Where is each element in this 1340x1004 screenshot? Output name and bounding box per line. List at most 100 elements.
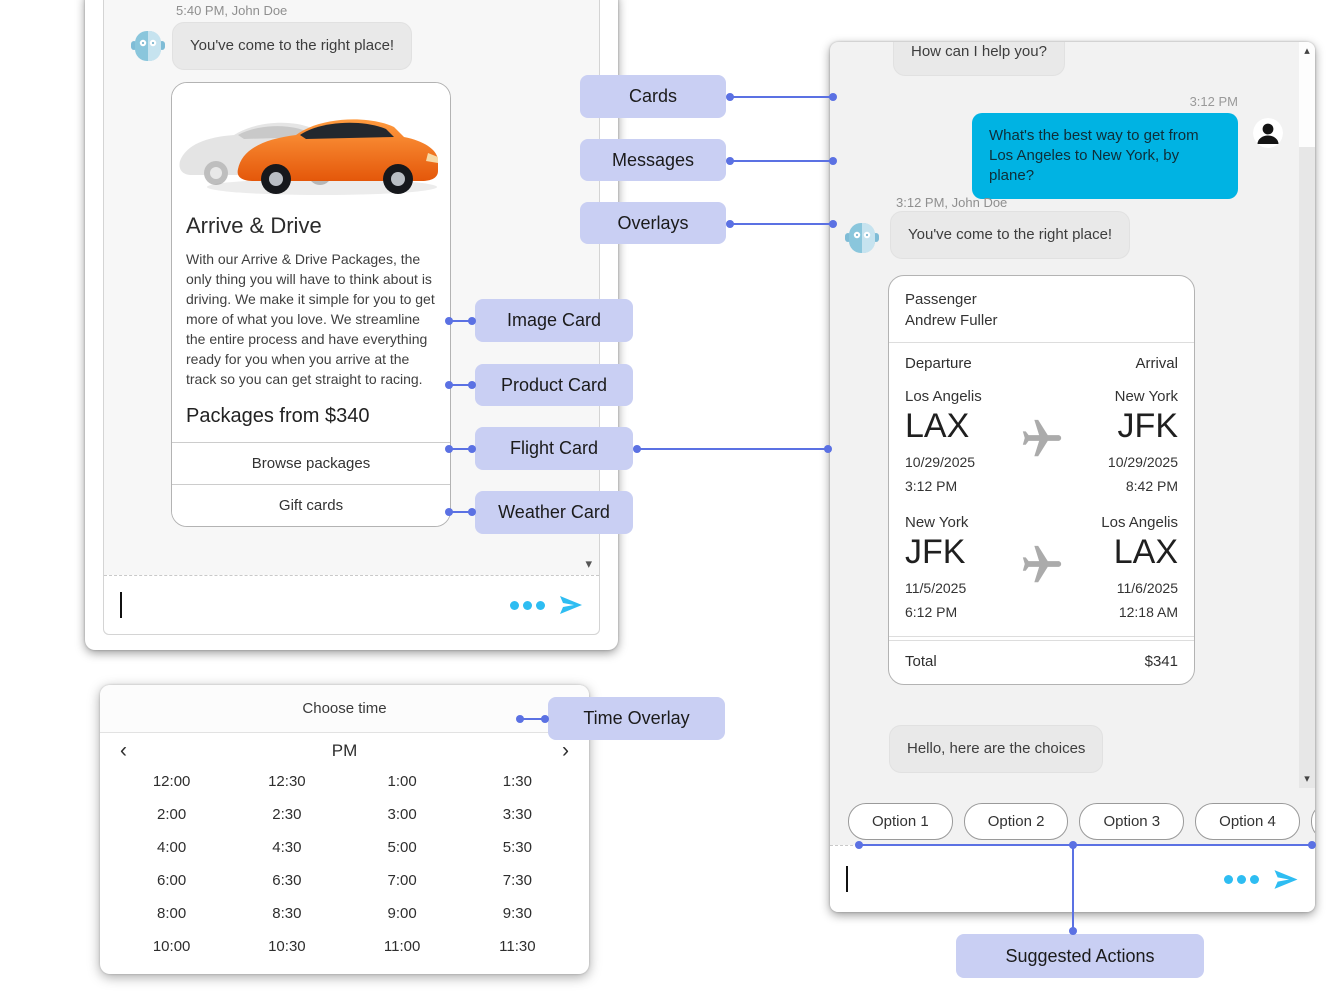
gift-cards-button[interactable]: Gift cards — [172, 484, 450, 526]
more-options-button[interactable] — [1224, 874, 1259, 884]
bot-avatar-icon — [844, 220, 880, 256]
product-card: Arrive & Drive With our Arrive & Drive P… — [171, 82, 451, 527]
text-cursor — [846, 866, 848, 892]
connector-dot — [445, 445, 453, 453]
connector-dot — [855, 841, 863, 849]
time-cell[interactable]: 8:30 — [272, 905, 302, 922]
text-cursor — [120, 592, 122, 618]
passenger-section: Passenger Andrew Fuller — [889, 276, 1194, 343]
scroll-down-icon[interactable]: ▾ — [585, 556, 592, 571]
time-cell[interactable]: 9:00 — [387, 905, 417, 922]
suggested-action-option-2[interactable]: Option 2 — [963, 803, 1069, 840]
connector-dot — [445, 508, 453, 516]
connector-dot — [1308, 841, 1316, 849]
airplane-icon — [1015, 416, 1069, 467]
time-cell[interactable]: 6:00 — [157, 872, 187, 889]
connector-dot — [824, 445, 832, 453]
user-avatar-icon — [1253, 118, 1283, 148]
to-city: Los Angelis — [1101, 514, 1178, 531]
chevron-left-icon[interactable]: ‹ — [120, 739, 127, 762]
time-cell[interactable]: 7:00 — [387, 872, 417, 889]
connector-dot — [829, 220, 837, 228]
message-timestamp: 5:40 PM, John Doe — [176, 3, 288, 18]
bot-message-timestamp: 3:12 PM, John Doe — [896, 195, 1008, 210]
suggested-action-option-5[interactable]: Option 5 — [1310, 803, 1315, 840]
time-cell[interactable]: 4:30 — [272, 839, 302, 856]
time-cell[interactable]: 1:30 — [502, 773, 532, 790]
to-code: JFK — [1117, 407, 1178, 445]
from-time: 6:12 PM — [905, 604, 958, 620]
suggested-action-option-3[interactable]: Option 3 — [1079, 803, 1185, 840]
total-label: Total — [905, 653, 937, 670]
arrival-label: Arrival — [1135, 355, 1178, 372]
time-cell[interactable]: 12:00 — [152, 773, 191, 790]
connector-suggested-actions-vline — [1072, 845, 1074, 932]
time-cell[interactable]: 10:30 — [268, 938, 306, 955]
to-time: 8:42 PM — [1125, 478, 1178, 494]
scrollbar[interactable]: ▴ ▾ — [1299, 42, 1315, 788]
connector-image-card-line — [449, 320, 473, 322]
time-cell[interactable]: 1:00 — [387, 773, 417, 790]
connector-cards-line — [730, 96, 833, 98]
connector-dot — [468, 508, 476, 516]
airplane-icon — [1015, 542, 1069, 593]
suggested-action-option-1[interactable]: Option 1 — [848, 803, 953, 840]
chevron-right-icon[interactable]: › — [562, 739, 569, 762]
time-cell[interactable]: 8:00 — [157, 905, 187, 922]
bot-message-bubble: You've come to the right place! — [172, 22, 413, 70]
connector-dot — [726, 93, 734, 101]
card-title: Arrive & Drive — [186, 213, 322, 238]
scroll-down-icon[interactable]: ▾ — [1304, 773, 1310, 785]
bot-greeting-bubble: How can I help you? — [893, 42, 1065, 76]
connector-suggested-actions-line — [859, 844, 1312, 846]
flight-card: Passenger Andrew Fuller Departure Arriva… — [888, 275, 1195, 685]
more-options-button[interactable] — [510, 600, 545, 610]
from-time: 3:12 PM — [905, 478, 958, 494]
bot-message-bubble: You've come to the right place! — [890, 211, 1131, 259]
time-cell[interactable]: 5:30 — [502, 839, 532, 856]
time-cell[interactable]: 4:00 — [157, 839, 187, 856]
scroll-up-icon[interactable]: ▴ — [1304, 45, 1310, 57]
connector-dot — [445, 317, 453, 325]
time-cell[interactable]: 3:30 — [502, 806, 532, 823]
suggested-action-option-4[interactable]: Option 4 — [1195, 803, 1300, 840]
time-cell[interactable]: 2:30 — [272, 806, 302, 823]
user-message-bubble: What's the best way to get from Los Ange… — [972, 113, 1238, 199]
annotation-suggested-actions: Suggested Actions — [956, 934, 1204, 978]
period-navigation: ‹ PM › — [100, 737, 589, 765]
time-cell[interactable]: 9:30 — [502, 905, 532, 922]
right-chat-window: How can I help you? 3:12 PM What's the b… — [830, 42, 1315, 912]
connector-dot — [445, 381, 453, 389]
leg-to: New York JFK 10/29/2025 8:42 PM — [1082, 388, 1178, 494]
left-message-input-bar[interactable] — [104, 575, 599, 634]
time-cell[interactable]: 11:00 — [383, 938, 421, 955]
time-cell[interactable]: 11:30 — [499, 938, 536, 955]
time-cell[interactable]: 12:30 — [268, 773, 306, 790]
send-icon[interactable] — [1273, 868, 1299, 891]
passenger-name: Andrew Fuller — [905, 312, 998, 329]
leg-to: Los Angelis LAX 11/6/2025 12:18 AM — [1082, 514, 1178, 620]
send-icon[interactable] — [559, 594, 583, 616]
time-cell[interactable]: 10:00 — [152, 938, 191, 955]
passenger-label: Passenger — [905, 291, 977, 308]
time-cell[interactable]: 3:00 — [387, 806, 417, 823]
connector-dot — [829, 157, 837, 165]
left-message-list: 5:40 PM, John Doe You've come to the rig… — [104, 0, 599, 575]
from-code: JFK — [905, 533, 966, 571]
connector-dot — [468, 381, 476, 389]
departure-arrival-row: Departure Arrival — [889, 343, 1194, 386]
connector-flight-card-left-line — [449, 448, 473, 450]
browse-packages-button[interactable]: Browse packages — [172, 442, 450, 484]
connector-flight-card-right-line — [637, 448, 830, 450]
time-cell[interactable]: 2:00 — [157, 806, 187, 823]
departure-label: Departure — [905, 355, 972, 372]
time-cell[interactable]: 5:00 — [387, 839, 417, 856]
connector-dot — [468, 317, 476, 325]
leg-from: New York JFK 11/5/2025 6:12 PM — [905, 514, 1001, 620]
from-date: 11/5/2025 — [905, 580, 967, 596]
user-message-timestamp: 3:12 PM — [1189, 94, 1238, 109]
connector-product-card-line — [449, 384, 473, 386]
scrollbar-thumb[interactable] — [1299, 42, 1315, 147]
time-cell[interactable]: 7:30 — [502, 872, 532, 889]
time-cell[interactable]: 6:30 — [272, 872, 302, 889]
